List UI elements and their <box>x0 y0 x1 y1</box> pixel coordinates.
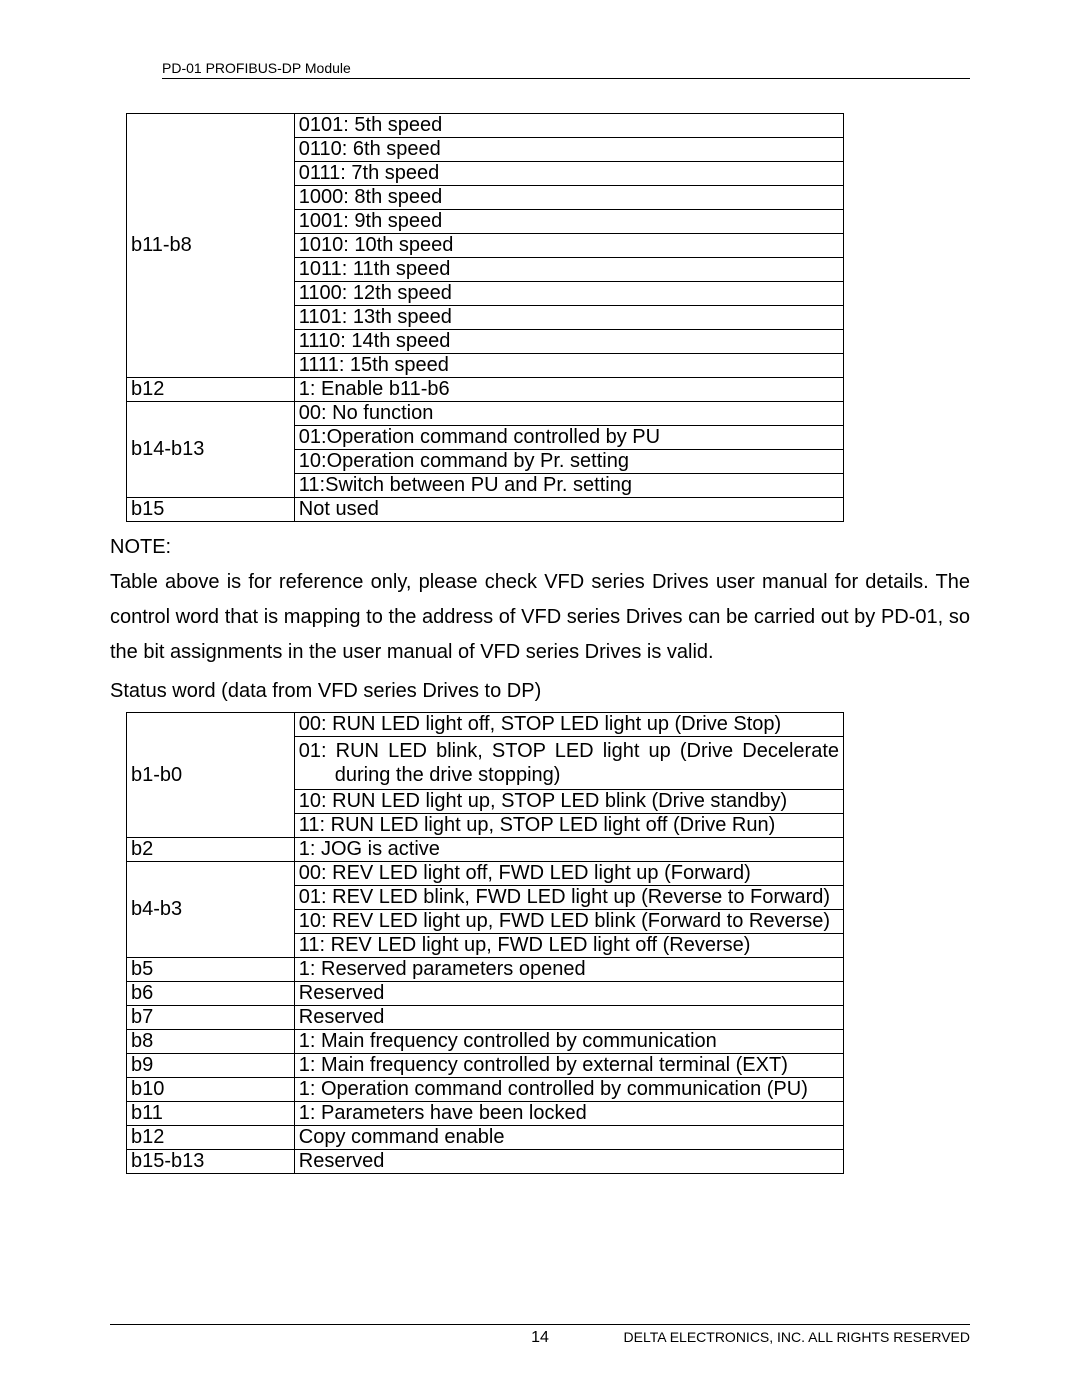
desc-cell: 1: JOG is active <box>294 838 843 862</box>
desc-cell: 10: REV LED light up, FWD LED blink (For… <box>294 910 843 934</box>
desc-cell: 1: Enable b11-b6 <box>294 378 843 402</box>
page-footer: 14 DELTA ELECTRONICS, INC. ALL RIGHTS RE… <box>110 1324 970 1345</box>
bits-cell: b12 <box>127 378 295 402</box>
desc-cell: 1101: 13th speed <box>294 306 843 330</box>
status-word-title: Status word (data from VFD series Drives… <box>110 676 970 706</box>
desc-cell: 01: REV LED blink, FWD LED light up (Rev… <box>294 886 843 910</box>
bits-cell: b15-b13 <box>127 1150 295 1174</box>
status-word-table: b1-b000: RUN LED light off, STOP LED lig… <box>126 712 970 1174</box>
desc-cell: 01: RUN LED blink, STOP LED light up (Dr… <box>294 737 843 790</box>
desc-cell: 1001: 9th speed <box>294 210 843 234</box>
header-text: PD-01 PROFIBUS-DP Module <box>162 60 351 76</box>
desc-cell: 11: RUN LED light up, STOP LED light off… <box>294 814 843 838</box>
desc-cell: 1: Operation command controlled by commu… <box>294 1078 843 1102</box>
bits-cell: b11-b8 <box>127 114 295 378</box>
bits-cell: b8 <box>127 1030 295 1054</box>
desc-cell: 1: Main frequency controlled by communic… <box>294 1030 843 1054</box>
desc-cell: Not used <box>294 498 843 522</box>
desc-cell: Copy command enable <box>294 1126 843 1150</box>
desc-cell: 1111: 15th speed <box>294 354 843 378</box>
desc-cell: 00: REV LED light off, FWD LED light up … <box>294 862 843 886</box>
bits-cell: b12 <box>127 1126 295 1150</box>
desc-cell: 1100: 12th speed <box>294 282 843 306</box>
desc-cell: 1: Reserved parameters opened <box>294 958 843 982</box>
desc-cell: 11: REV LED light up, FWD LED light off … <box>294 934 843 958</box>
desc-cell: 1110: 14th speed <box>294 330 843 354</box>
desc-cell: 11:Switch between PU and Pr. setting <box>294 474 843 498</box>
bits-cell: b10 <box>127 1078 295 1102</box>
desc-cell: 01:Operation command controlled by PU <box>294 426 843 450</box>
bits-cell: b15 <box>127 498 295 522</box>
note-body: Table above is for reference only, pleas… <box>110 565 970 670</box>
page-number: 14 <box>531 1329 549 1347</box>
note-block: NOTE: Table above is for reference only,… <box>110 530 970 670</box>
bits-cell: b7 <box>127 1006 295 1030</box>
desc-cell: Reserved <box>294 1150 843 1174</box>
desc-cell: 1010: 10th speed <box>294 234 843 258</box>
desc-cell: 0101: 5th speed <box>294 114 843 138</box>
bits-cell: b14-b13 <box>127 402 295 498</box>
desc-cell: 0110: 6th speed <box>294 138 843 162</box>
control-word-table: b11-b80101: 5th speed0110: 6th speed0111… <box>126 113 970 522</box>
bits-cell: b5 <box>127 958 295 982</box>
bits-cell: b6 <box>127 982 295 1006</box>
footer-copyright: DELTA ELECTRONICS, INC. ALL RIGHTS RESER… <box>624 1329 970 1345</box>
desc-cell: Reserved <box>294 1006 843 1030</box>
desc-cell: 00: RUN LED light off, STOP LED light up… <box>294 713 843 737</box>
desc-cell: 10:Operation command by Pr. setting <box>294 450 843 474</box>
note-label: NOTE: <box>110 530 970 565</box>
bits-cell: b11 <box>127 1102 295 1126</box>
desc-cell: 1011: 11th speed <box>294 258 843 282</box>
desc-cell: 1000: 8th speed <box>294 186 843 210</box>
desc-cell: 1: Main frequency controlled by external… <box>294 1054 843 1078</box>
desc-cell: 10: RUN LED light up, STOP LED blink (Dr… <box>294 790 843 814</box>
desc-cell: 0111: 7th speed <box>294 162 843 186</box>
desc-cell: 1: Parameters have been locked <box>294 1102 843 1126</box>
bits-cell: b1-b0 <box>127 713 295 838</box>
bits-cell: b9 <box>127 1054 295 1078</box>
bits-cell: b4-b3 <box>127 862 295 958</box>
page-header: PD-01 PROFIBUS-DP Module <box>162 60 970 79</box>
desc-cell: Reserved <box>294 982 843 1006</box>
desc-cell: 00: No function <box>294 402 843 426</box>
bits-cell: b2 <box>127 838 295 862</box>
